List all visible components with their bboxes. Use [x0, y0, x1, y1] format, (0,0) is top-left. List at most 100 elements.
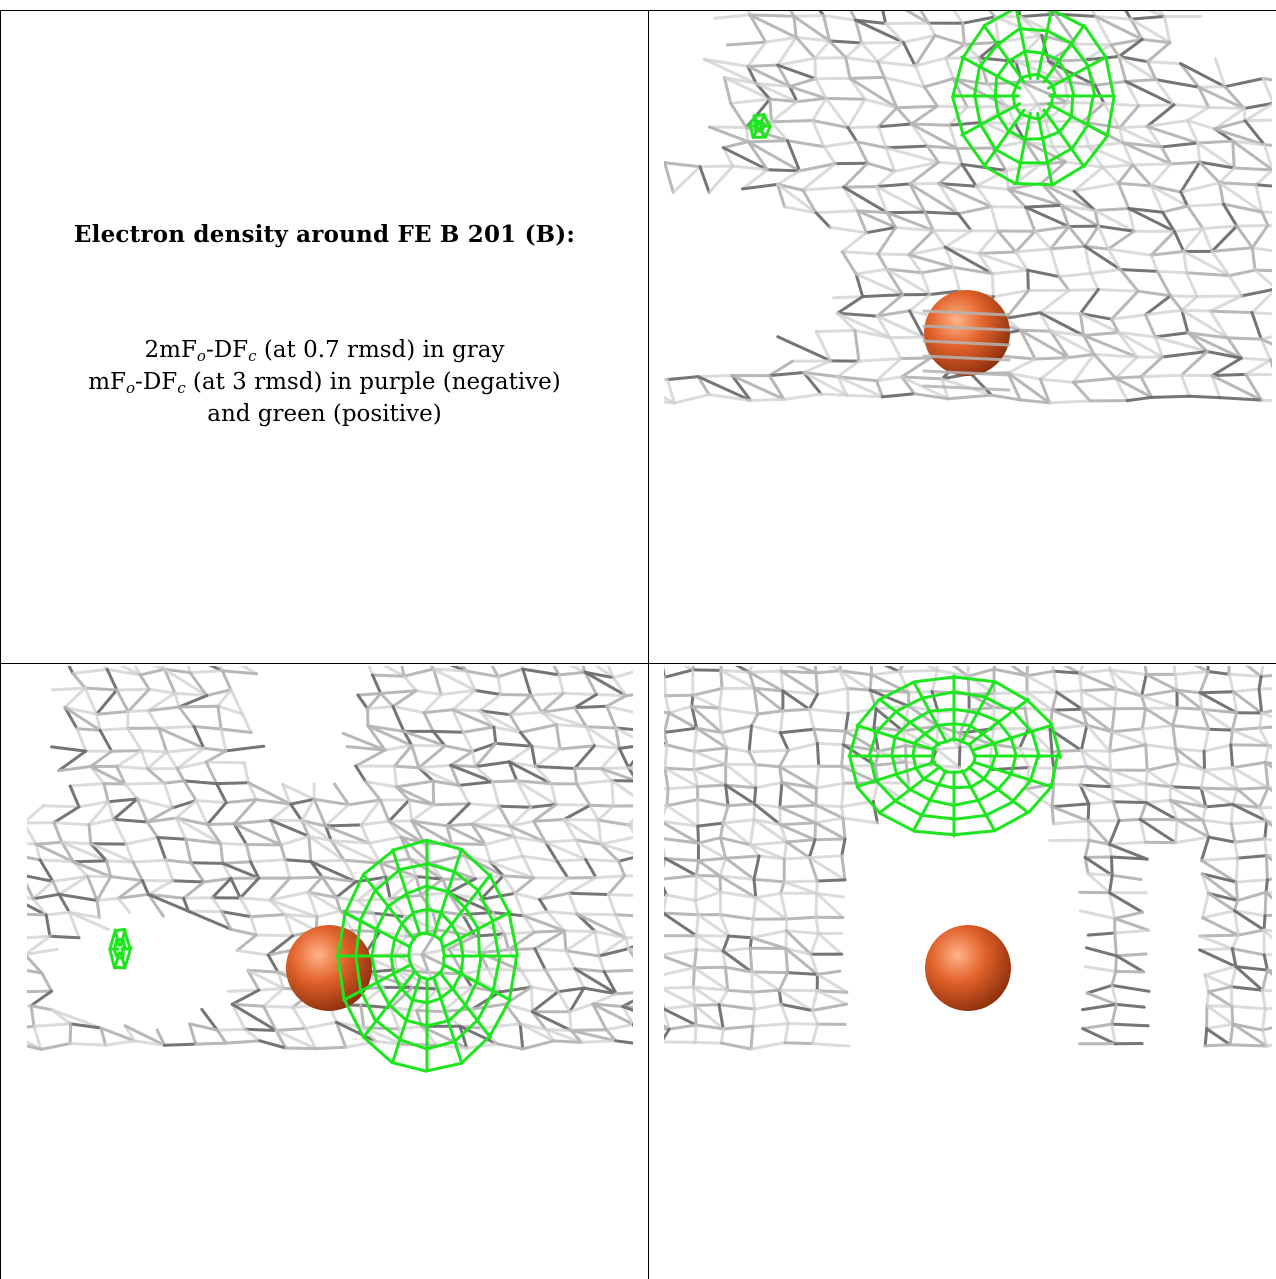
- mesh-segment: [407, 798, 436, 807]
- mesh-segment: [779, 891, 789, 921]
- mesh-segment: [402, 667, 436, 678]
- mesh-segment: [778, 748, 790, 769]
- mesh-segment: [1110, 983, 1118, 1006]
- mesh-segment: [375, 981, 391, 1006]
- mesh-segment: [1263, 743, 1271, 764]
- mesh-segment: [849, 11, 857, 22]
- mesh-segment: [110, 749, 144, 753]
- mesh-segment: [113, 951, 121, 970]
- mesh-segment: [1080, 707, 1114, 734]
- mesh-segment: [840, 763, 877, 768]
- mesh-segment: [1113, 928, 1151, 935]
- mesh-segment: [784, 929, 788, 950]
- mesh-segment: [1078, 668, 1112, 675]
- density-panel-bottom-left: [27, 666, 633, 1272]
- mesh-segment: [664, 694, 671, 715]
- mesh-segment: [981, 120, 1027, 144]
- mesh-segment: [854, 272, 905, 297]
- mesh-segment: [614, 1039, 633, 1045]
- mesh-segment: [1230, 1004, 1267, 1011]
- mesh-segment: [140, 749, 169, 754]
- mesh-segment: [515, 779, 553, 786]
- mesh-segment: [575, 912, 628, 940]
- mesh-segment: [907, 253, 923, 275]
- mesh-segment: [359, 819, 391, 827]
- mesh-segment: [1114, 1002, 1146, 1009]
- mesh-segment: [854, 18, 905, 44]
- mesh-segment: [977, 788, 999, 802]
- mesh-segment: [145, 750, 169, 771]
- mesh-segment: [664, 743, 669, 770]
- mesh-segment: [490, 918, 501, 958]
- mesh-segment: [885, 267, 923, 275]
- mesh-segment: [936, 783, 955, 790]
- mesh-segment: [822, 145, 837, 166]
- mesh-segment: [884, 22, 905, 44]
- mesh-segment: [475, 954, 483, 983]
- mesh-segment: [1085, 946, 1118, 958]
- mesh-segment: [567, 876, 598, 895]
- mesh-segment: [420, 952, 431, 975]
- mesh-segment: [99, 1026, 108, 1047]
- mesh-segment: [507, 760, 519, 783]
- mesh-segment: [1009, 666, 1029, 678]
- mesh-segment: [1078, 666, 1085, 675]
- mesh-segment: [497, 804, 512, 828]
- legend-line-2fofc-a: 2mF: [144, 337, 197, 363]
- mesh-segment: [614, 726, 633, 732]
- mesh-segment: [105, 667, 119, 692]
- mesh-segment: [518, 1022, 525, 1051]
- mesh-segment: [691, 985, 721, 1007]
- mesh-segment: [449, 750, 474, 767]
- mesh-segment: [194, 1041, 228, 1046]
- mesh-segment: [969, 372, 994, 397]
- mesh-segment: [220, 910, 253, 919]
- mesh-segment: [937, 182, 978, 188]
- mesh-segment: [457, 780, 495, 787]
- mesh-segment: [599, 842, 621, 863]
- mesh-segment: [594, 666, 615, 680]
- mesh-segment: [996, 719, 1013, 740]
- mesh-segment: [812, 727, 819, 745]
- mesh-segment: [1078, 909, 1117, 921]
- mesh-segment: [471, 741, 498, 753]
- mesh-segment: [884, 146, 896, 173]
- mesh-segment: [854, 272, 865, 299]
- mesh-segment: [908, 309, 926, 339]
- mesh-segment: [1263, 913, 1272, 918]
- mesh-segment: [204, 760, 218, 786]
- left-border: [0, 10, 1, 1279]
- mesh-segment: [960, 162, 978, 188]
- mesh-segment: [274, 1029, 318, 1051]
- mesh-segment: [342, 858, 382, 865]
- mesh-segment: [44, 913, 52, 938]
- mesh-segment: [1145, 761, 1180, 772]
- mesh-segment: [479, 891, 517, 901]
- mesh-segment: [115, 688, 130, 713]
- mesh-segment: [124, 836, 160, 846]
- mesh-segment: [1229, 743, 1271, 747]
- mesh-segment: [856, 698, 881, 727]
- mesh-segment: [529, 691, 565, 697]
- mesh-segment: [309, 860, 358, 884]
- mesh-segment: [501, 874, 536, 880]
- mesh-segment: [431, 779, 436, 807]
- density-mesh-view-2: [27, 666, 633, 1073]
- mesh-segment: [695, 874, 723, 894]
- mesh-segment: [664, 726, 699, 734]
- mesh-segment: [389, 1006, 401, 1031]
- mesh-segment: [1145, 103, 1176, 128]
- mesh-segment: [1040, 160, 1067, 185]
- mesh-segment: [182, 779, 198, 802]
- mesh-segment: [246, 968, 285, 990]
- legend-line-fofc-b: -DF: [135, 369, 178, 395]
- mesh-segment: [373, 1018, 402, 1042]
- mesh-segment: [993, 15, 1001, 44]
- mesh-segment: [27, 874, 55, 883]
- mesh-segment: [359, 823, 371, 845]
- mesh-segment: [215, 1028, 228, 1045]
- mesh-segment: [836, 311, 892, 340]
- mesh-segment: [786, 1022, 820, 1026]
- mesh-segment: [1149, 184, 1190, 208]
- mesh-segment: [398, 1038, 428, 1051]
